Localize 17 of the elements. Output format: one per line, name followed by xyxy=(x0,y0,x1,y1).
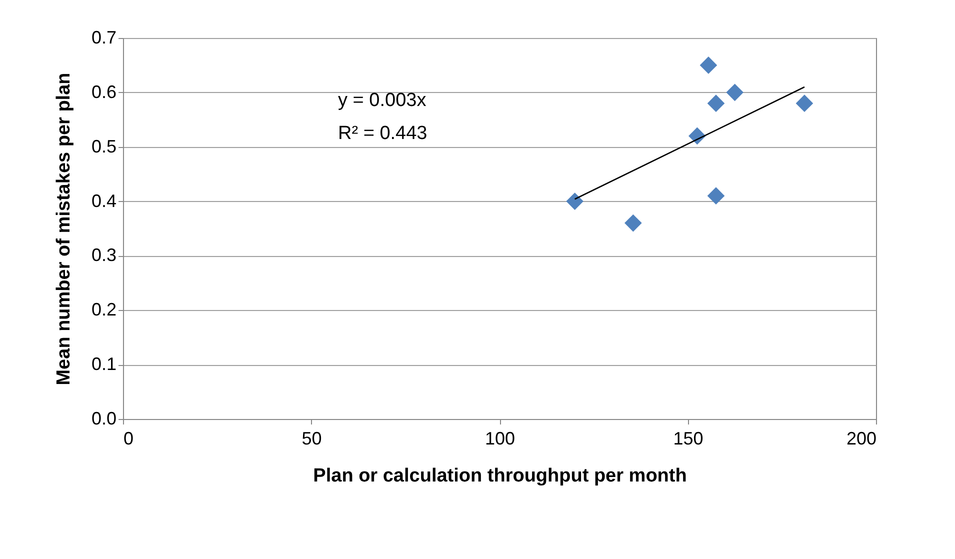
x-tick-label: 200 xyxy=(846,428,876,448)
y-tick-label: 0.6 xyxy=(91,82,116,102)
x-tick-label: 100 xyxy=(484,428,516,448)
y-tick-label: 0.3 xyxy=(91,245,116,266)
y-tick-label: 0.0 xyxy=(91,408,116,428)
annotation: R² = 0.443 xyxy=(338,123,428,144)
y-tick-label: 0.5 xyxy=(91,136,116,156)
x-tick-label: 0 xyxy=(124,428,134,448)
y-tick-label: 0.1 xyxy=(91,354,116,374)
y-tick-label: 0.7 xyxy=(91,28,116,48)
y-axis-title: Mean number of mistakes per plan xyxy=(53,72,74,386)
annotation: y = 0.003x xyxy=(338,90,427,111)
x-axis-title: Plan or calculation throughput per month xyxy=(313,466,687,486)
y-tick-label: 0.2 xyxy=(91,300,116,320)
y-tick-label: 0.4 xyxy=(91,190,116,211)
x-tick-label: 150 xyxy=(673,428,704,448)
x-tick-label: 50 xyxy=(302,428,322,448)
